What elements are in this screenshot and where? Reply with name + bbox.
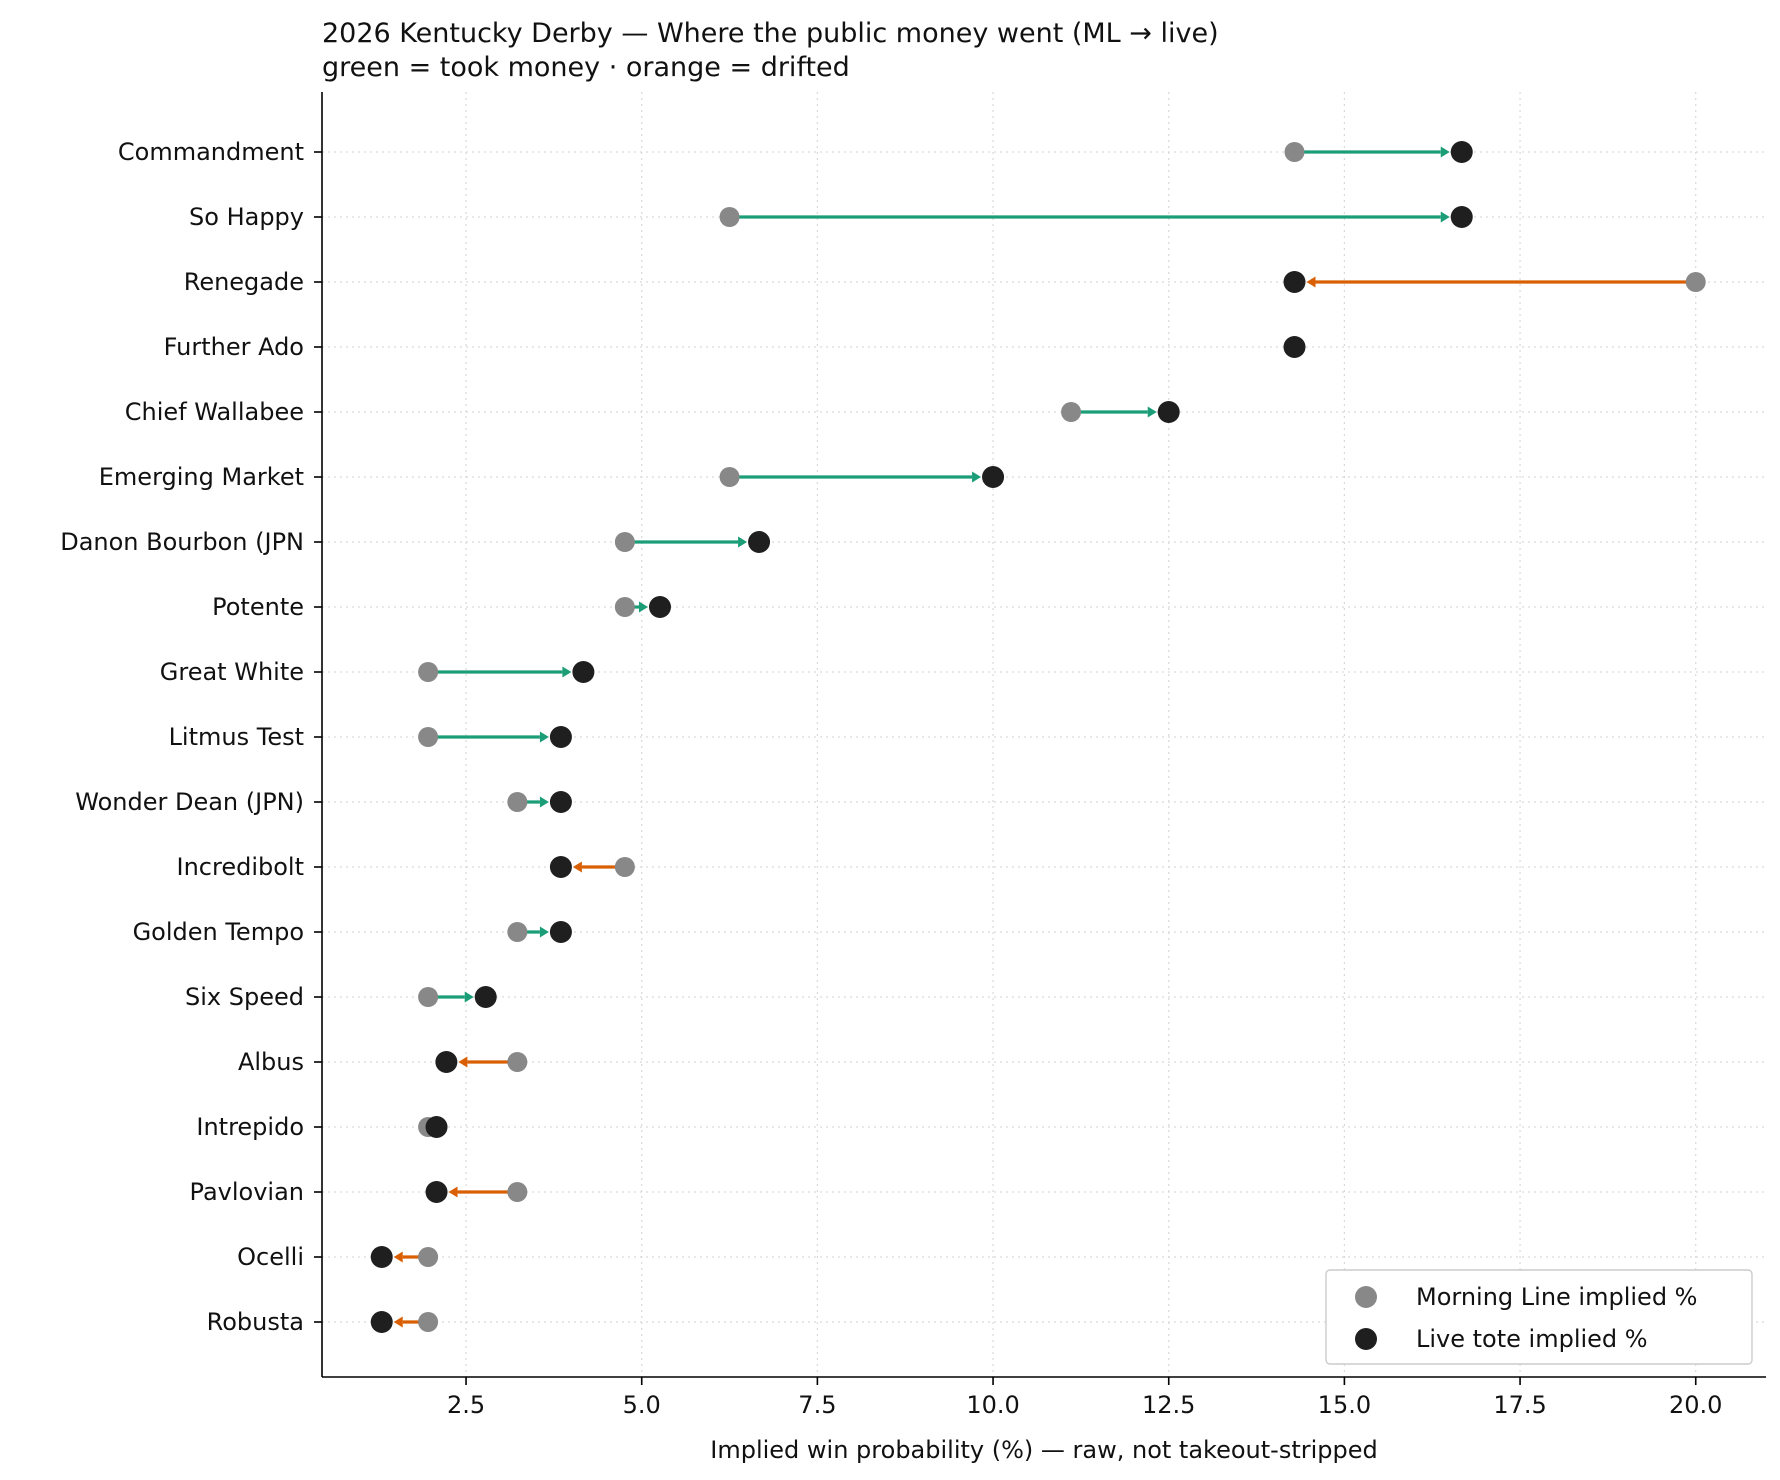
ml-point [507, 1182, 528, 1202]
ml-point [1061, 402, 1082, 422]
y-tick-label: Robusta [207, 1308, 304, 1336]
ml-point [719, 467, 740, 487]
y-tick-label: Emerging Market [99, 463, 304, 491]
live-point [572, 661, 595, 683]
ml-point [614, 597, 635, 617]
y-tick-label: Potente [212, 593, 304, 621]
live-point [425, 1116, 448, 1138]
ml-point [418, 662, 439, 682]
y-tick-label: Intrepido [196, 1113, 304, 1141]
move-arrowhead [464, 991, 474, 1003]
live-point [1283, 336, 1306, 358]
y-tick-label: Incredibolt [177, 853, 305, 881]
live-point [982, 466, 1005, 488]
live-point [549, 921, 572, 943]
move-arrowhead [539, 731, 549, 743]
ml-point [418, 1247, 439, 1267]
y-tick-label: Renegade [184, 268, 304, 296]
y-tick-label: Golden Tempo [133, 918, 304, 946]
connectors [393, 146, 1696, 1328]
legend-box [1325, 1269, 1753, 1365]
y-tick-label: Danon Bourbon (JPN [60, 528, 304, 556]
legend: Morning Line implied % Live tote implied… [1325, 1269, 1753, 1365]
legend-ml-marker [1355, 1286, 1377, 1308]
move-arrowhead [572, 861, 582, 873]
legend-live-label: Live tote implied % [1416, 1325, 1648, 1353]
live-point [648, 596, 671, 618]
live-point [549, 856, 572, 878]
ml-point [1284, 142, 1305, 162]
ml-point [418, 1312, 439, 1332]
move-arrowhead [539, 796, 549, 808]
move-arrowhead [393, 1316, 403, 1328]
ml-point [418, 987, 439, 1007]
x-tick-label: 7.5 [798, 1391, 836, 1419]
y-tick-label: Ocelli [237, 1243, 304, 1271]
live-point [748, 531, 771, 553]
x-tick-label: 15.0 [1318, 1391, 1371, 1419]
ml-point [719, 207, 740, 227]
x-tick-label: 12.5 [1142, 1391, 1195, 1419]
y-axis: Commandment So Happy Renegade Further Ado Ch… [60, 138, 322, 1336]
chart-title: 2026 Kentucky Derby — Where the public m… [322, 18, 1219, 49]
live-point [370, 1246, 393, 1268]
y-tick-label: Great White [160, 658, 304, 686]
y-tick-label: Further Ado [164, 333, 304, 361]
move-arrowhead [458, 1056, 468, 1068]
legend-live-marker [1355, 1328, 1377, 1350]
move-arrowhead [1440, 146, 1450, 158]
x-tick-label: 5.0 [623, 1391, 661, 1419]
live-point [1450, 206, 1473, 228]
live-point [1157, 401, 1180, 423]
legend-ml-label: Morning Line implied % [1416, 1283, 1697, 1311]
x-axis-label: Implied win probability (%) — raw, not t… [710, 1436, 1377, 1464]
move-arrowhead [1147, 406, 1157, 418]
x-axis: 2.5 5.0 7.5 10.0 12.5 15.0 17.5 20.0 [447, 1377, 1722, 1419]
ml-point [614, 857, 635, 877]
x-tick-label: 10.0 [966, 1391, 1019, 1419]
live-point [425, 1181, 448, 1203]
move-arrowhead [738, 536, 748, 548]
live-point [474, 986, 497, 1008]
move-arrowhead [972, 471, 982, 483]
y-tick-label: Wonder Dean (JPN) [75, 788, 304, 816]
ml-point [614, 532, 635, 552]
ml-point [507, 1052, 528, 1072]
live-point [370, 1311, 393, 1333]
move-arrowhead [448, 1186, 458, 1198]
move-arrowhead [562, 666, 572, 678]
live-point [549, 791, 572, 813]
move-arrowhead [1440, 211, 1450, 223]
live-point [435, 1051, 458, 1073]
ml-point [418, 727, 439, 747]
y-tick-label: Commandment [118, 138, 304, 166]
live-point [1450, 141, 1473, 163]
grid [322, 92, 1766, 1377]
move-arrowhead [638, 601, 648, 613]
ml-point [1685, 272, 1706, 292]
ml-point [507, 792, 528, 812]
move-arrowhead [539, 926, 549, 938]
live-point [1283, 271, 1306, 293]
chart-subtitle: green = took money · orange = drifted [322, 52, 850, 83]
ml-point [507, 922, 528, 942]
y-tick-label: So Happy [189, 203, 304, 231]
y-tick-label: Albus [238, 1048, 304, 1076]
y-tick-label: Litmus Test [169, 723, 304, 751]
live-points [370, 141, 1473, 1333]
x-tick-label: 2.5 [447, 1391, 485, 1419]
y-tick-label: Pavlovian [190, 1178, 304, 1206]
y-tick-label: Six Speed [185, 983, 304, 1011]
live-point [549, 726, 572, 748]
x-tick-label: 17.5 [1493, 1391, 1546, 1419]
y-tick-label: Chief Wallabee [125, 398, 304, 426]
move-arrowhead [1306, 276, 1316, 288]
move-arrowhead [393, 1251, 403, 1263]
x-tick-label: 20.0 [1669, 1391, 1722, 1419]
